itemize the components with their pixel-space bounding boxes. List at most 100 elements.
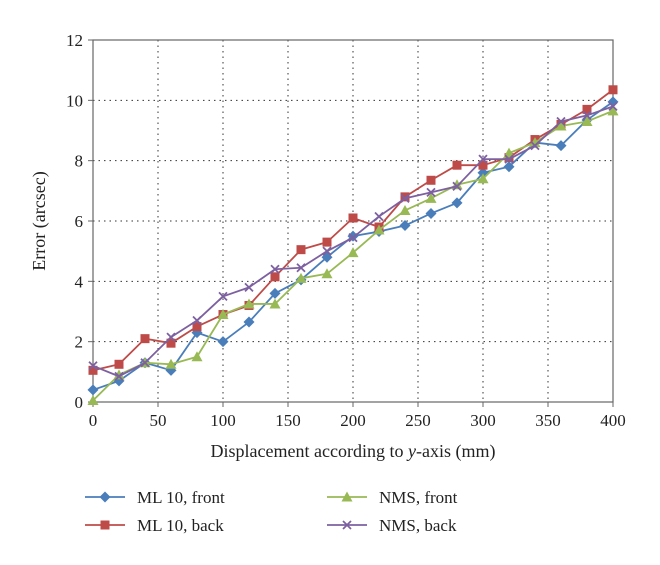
series-2-point-20 — [582, 104, 592, 114]
x-tick-label-250: 250 — [405, 411, 431, 430]
series-4-point-19-stroke-b — [556, 116, 566, 127]
series-1-point-17 — [503, 161, 515, 173]
x-tick-label-0: 0 — [89, 411, 98, 430]
series-4-point-20 — [582, 110, 592, 121]
x-tick-label-100: 100 — [210, 411, 236, 430]
legend-item-1: ML 10, front — [85, 488, 225, 507]
series-3-point-10 — [321, 268, 333, 279]
y-tick-label-10: 10 — [66, 91, 83, 110]
series-2-point-4 — [166, 338, 176, 348]
series-2-point-15 — [452, 160, 462, 170]
series-4-point-13 — [400, 193, 410, 204]
series-4-point-4 — [166, 332, 176, 342]
series-4-point-18 — [530, 140, 540, 151]
series-4-point-6 — [218, 291, 228, 302]
y-axis-label: Error (arcsec) — [29, 171, 50, 270]
x-tick-label-300: 300 — [470, 411, 496, 430]
legend-swatch-marker-2 — [100, 520, 110, 530]
series-1-point-6 — [217, 336, 229, 348]
x-axis-label-part-3: -axis (mm) — [416, 441, 495, 462]
series-3-point-7 — [243, 298, 255, 309]
series-4-point-11 — [348, 232, 358, 243]
series-1-point-1 — [87, 384, 99, 396]
x-axis-label: Displacement according to y-axis (mm) — [211, 441, 496, 462]
series-1-point-10 — [321, 251, 333, 263]
series-2-line — [92, 89, 614, 372]
x-axis-label-part-1: Displacement according to — [211, 441, 408, 461]
legend-item-4: NMS, back — [327, 516, 457, 535]
series-4-point-21 — [608, 101, 618, 112]
series-2-point-11 — [348, 213, 358, 223]
series-4-point-15 — [452, 181, 462, 191]
series-4-point-21-stroke-b — [608, 101, 618, 112]
series-3-point-9 — [295, 272, 307, 283]
series-4-point-8 — [270, 264, 280, 274]
series-4-point-10-stroke-b — [322, 246, 332, 256]
series-4-point-9 — [296, 263, 306, 273]
series-2-point-2 — [114, 359, 124, 369]
series-1-point-19 — [555, 140, 567, 152]
y-tick-label-8: 8 — [75, 152, 84, 171]
series-2-point-8 — [270, 272, 280, 282]
legend: ML 10, front ML 10, back NMS, front NMS, ba… — [85, 488, 458, 535]
series-3-point-2 — [113, 369, 125, 380]
series-4-point-7 — [244, 282, 254, 293]
series-4-point-7-stroke-b — [244, 282, 254, 293]
series-4-point-11-stroke-b — [348, 232, 358, 243]
series-4-point-13-stroke-b — [400, 193, 410, 204]
series-2-point-16 — [478, 160, 488, 170]
series-2-point-13 — [400, 192, 410, 202]
series-3-point-14 — [425, 192, 437, 203]
legend-swatch-marker-3 — [341, 491, 353, 502]
series-2-point-5 — [192, 322, 202, 332]
legend-swatch-marker-4 — [342, 520, 352, 530]
series-4-point-2-stroke-b — [114, 371, 124, 381]
series-4-point-19 — [556, 116, 566, 127]
series-3-point-16 — [477, 173, 489, 184]
series-4-point-5 — [192, 315, 202, 326]
series-2-point-21 — [608, 85, 618, 95]
series-4-point-3 — [140, 358, 150, 368]
series-1-point-15 — [451, 197, 463, 209]
series-4-point-1-stroke-b — [88, 361, 98, 371]
series-2-point-10 — [322, 237, 332, 247]
series-3-point-19 — [555, 120, 567, 131]
series-4-point-12-stroke-b — [374, 211, 384, 222]
x-axis-ticks: 0 50 100 150 200 250 300 350 400 — [89, 402, 626, 430]
series-3-point-20 — [581, 115, 593, 126]
series-4-point-15-stroke-b — [452, 181, 462, 191]
series-4-point-2 — [114, 371, 124, 381]
series-2-point-9 — [296, 245, 306, 255]
y-tick-label-4: 4 — [75, 272, 84, 291]
series-4-point-5-stroke-b — [192, 315, 202, 326]
x-tick-label-150: 150 — [275, 411, 301, 430]
x-tick-label-350: 350 — [535, 411, 561, 430]
series-4-point-18-stroke-b — [530, 140, 540, 151]
legend-label-1: ML 10, front — [137, 488, 225, 507]
series-4-point-20-stroke-b — [582, 110, 592, 121]
series-4-point-9-stroke-b — [296, 263, 306, 273]
series-2-point-14 — [426, 175, 436, 185]
y-tick-label-2: 2 — [75, 333, 84, 352]
series-4-point-14 — [426, 187, 436, 197]
series-4-point-3-stroke-b — [140, 358, 150, 368]
series-3-point-6 — [217, 309, 229, 320]
legend-item-3: NMS, front — [327, 488, 458, 507]
series-3-point-1 — [87, 394, 99, 405]
series-4-point-1 — [88, 361, 98, 371]
y-tick-label-12: 12 — [66, 31, 83, 50]
series-3-point-21 — [607, 105, 619, 116]
legend-label-3: NMS, front — [379, 488, 458, 507]
x-tick-label-400: 400 — [600, 411, 626, 430]
series-3-point-5 — [191, 351, 203, 362]
series-3-point-11 — [347, 247, 359, 258]
series-1-point-8 — [269, 287, 281, 299]
series-4-point-14-stroke-b — [426, 187, 436, 197]
x-tick-label-50: 50 — [150, 411, 167, 430]
series-3-point-12 — [373, 224, 385, 235]
series-3-point-4 — [165, 358, 177, 369]
series-4-point-4-stroke-b — [166, 332, 176, 342]
series-1-point-13 — [399, 220, 411, 232]
legend-swatch-marker-1 — [99, 491, 111, 503]
